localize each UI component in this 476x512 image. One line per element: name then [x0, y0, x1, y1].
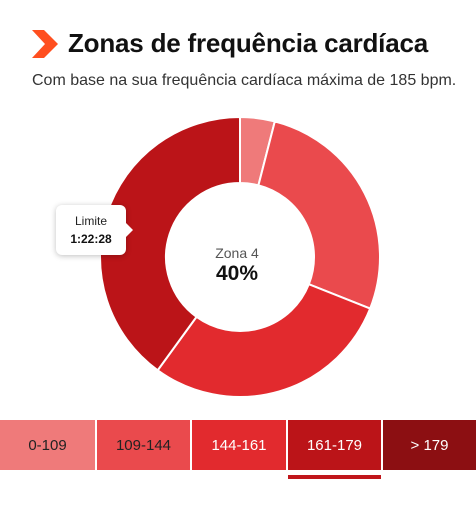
- page-header: Zonas de frequência cardíaca: [32, 28, 428, 59]
- zone-donut-chart: [99, 115, 381, 398]
- page-title: Zonas de frequência cardíaca: [68, 28, 428, 58]
- zone-button-1[interactable]: 0-109: [0, 420, 95, 470]
- tooltip-value: 1:22:28: [70, 232, 112, 246]
- chevron-arrow-icon: [32, 29, 58, 58]
- limit-tooltip: Limite 1:22:28: [56, 205, 133, 255]
- selected-zone-indicator: [288, 475, 381, 479]
- donut-slice-3: [156, 282, 372, 398]
- zone-button-5[interactable]: > 179: [381, 420, 476, 470]
- page-subtitle: Com base na sua frequência cardíaca máxi…: [32, 72, 457, 89]
- zone-selector: 0-109 109-144 144-161 161-179 > 179: [0, 420, 476, 470]
- zone-button-2[interactable]: 109-144: [95, 420, 190, 470]
- zone-button-3[interactable]: 144-161: [190, 420, 286, 470]
- donut-slice-4: [99, 115, 241, 372]
- center-zone-percentage: 40%: [215, 262, 259, 285]
- donut-slice-2: [257, 120, 381, 310]
- tooltip-label: Limite: [74, 214, 107, 228]
- zone-button-4[interactable]: 161-179: [286, 420, 381, 470]
- center-zone-label: Zona 4: [215, 245, 259, 261]
